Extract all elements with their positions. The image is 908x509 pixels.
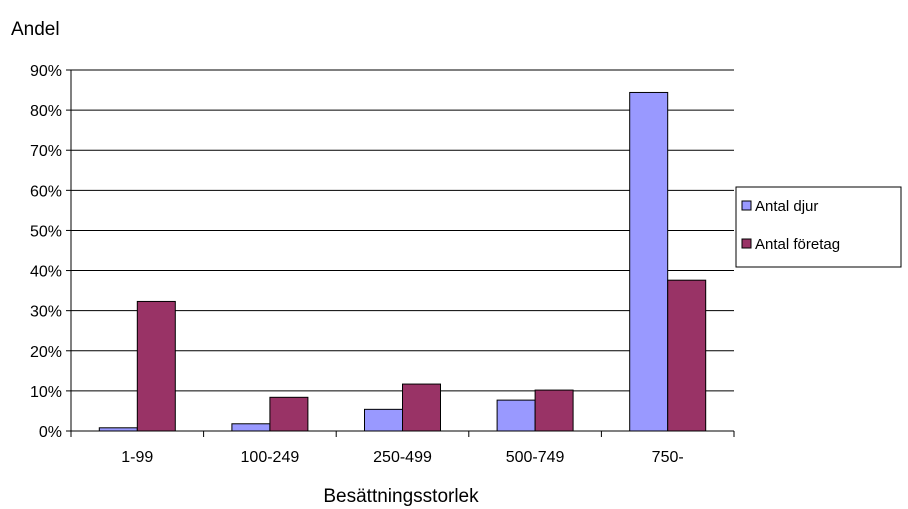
bar-antal-djur-2: [364, 408, 403, 432]
x-tick-label: 1-99: [121, 449, 153, 466]
bar-antal-foretag-1: [269, 396, 309, 432]
y-axis-title: Andel: [11, 19, 60, 40]
gridlines: [71, 69, 734, 392]
bar-antal-foretag-4: [667, 279, 707, 432]
y-tick-label: 0%: [39, 424, 62, 441]
axes: [66, 69, 735, 437]
x-tick-label: 250-499: [373, 449, 432, 466]
y-tick-label: 60%: [30, 183, 62, 200]
y-tick-label: 10%: [30, 384, 62, 401]
legend-label: Antal djur: [755, 198, 818, 215]
y-tick-labels: 0% 10% 20% 30% 40% 50% 60% 70% 80% 90%: [30, 63, 62, 441]
y-tick-label: 30%: [30, 304, 62, 321]
bar-antal-djur-3: [496, 399, 536, 432]
bars: [98, 91, 707, 432]
y-tick-label: 20%: [30, 344, 62, 361]
x-axis-title: Besättningsstorlek: [323, 486, 479, 507]
x-tick-label: 500-749: [506, 449, 565, 466]
x-tick-labels: 1-99 100-249 250-499 500-749 750-: [121, 449, 683, 466]
x-tick-label: 750-: [652, 449, 684, 466]
legend-label: Antal företag: [755, 236, 840, 253]
y-tick-label: 40%: [30, 264, 62, 281]
bar-antal-djur-1: [231, 423, 271, 432]
legend: Antal djur Antal företag: [735, 186, 902, 268]
legend-box: [735, 186, 902, 268]
y-tick-label: 90%: [30, 63, 62, 80]
legend-swatch: [741, 238, 752, 249]
y-tick-label: 80%: [30, 103, 62, 120]
legend-swatch: [741, 200, 752, 211]
bar-antal-foretag-0: [136, 300, 176, 432]
bar-antal-djur-4: [629, 91, 669, 432]
y-tick-label: 70%: [30, 143, 62, 160]
bar-antal-foretag-2: [402, 383, 441, 432]
x-tick-label: 100-249: [241, 449, 300, 466]
bar-antal-foretag-3: [534, 389, 574, 432]
y-tick-label: 50%: [30, 223, 62, 240]
